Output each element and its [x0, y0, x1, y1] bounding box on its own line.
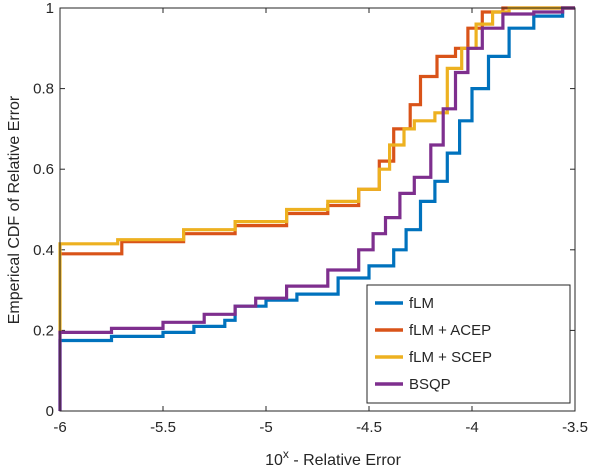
x-axis-label-base: 10 — [265, 452, 283, 469]
y-axis-label: Emperical CDF of Relative Error — [6, 95, 23, 324]
series-line-1 — [58, 6, 575, 411]
x-tick-label: -6 — [53, 419, 66, 436]
x-axis-label-rest: - Relative Error — [289, 452, 402, 469]
y-tick-label: 0.2 — [33, 322, 54, 339]
series-line-2 — [60, 6, 575, 256]
y-tick-label: 1 — [46, 0, 54, 17]
x-tick-label: -5.5 — [150, 419, 176, 436]
x-tick-label: -3.5 — [562, 419, 588, 436]
y-tick-label: 0.8 — [33, 81, 54, 98]
legend-label: fLM — [409, 295, 434, 312]
series-lines — [58, 6, 575, 411]
legend: fLM fLM + ACEP fLM + SCEP BSQP — [366, 284, 571, 404]
legend-label: BSQP — [409, 376, 451, 393]
x-axis-label: 10x - Relative Error — [265, 447, 401, 469]
plot-frame — [59, 7, 576, 412]
tick-labels: -6 -5.5 -5 -4.5 -4 -3.5 0 0.2 0.4 0.6 0.8 1 — [33, 0, 588, 436]
series-line-4 — [58, 6, 575, 411]
series-line-3 — [58, 6, 575, 335]
y-tick-label: 0 — [46, 403, 54, 420]
legend-label: fLM + SCEP — [409, 349, 492, 366]
x-tick-label: -5 — [259, 419, 272, 436]
x-tick-label: -4 — [465, 419, 478, 436]
x-tick-label: -4.5 — [356, 419, 382, 436]
x-axis-label-superscript: x — [283, 447, 289, 461]
y-tick-label: 0.4 — [33, 242, 54, 259]
y-tick-label: 0.6 — [33, 161, 54, 178]
legend-label: fLM + ACEP — [409, 322, 491, 339]
